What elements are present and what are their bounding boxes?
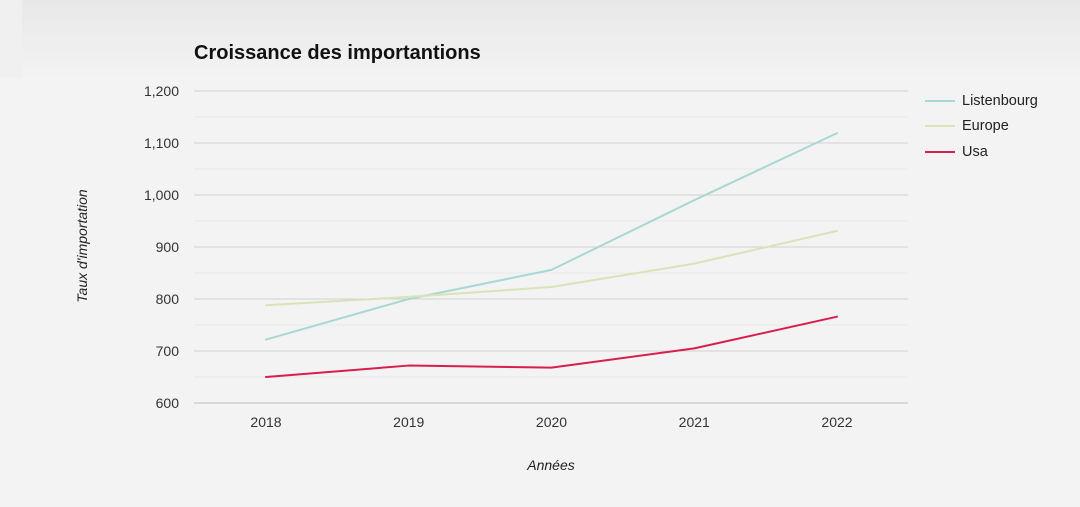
legend-label-2: Usa (962, 143, 988, 160)
legend-swatch-2 (925, 150, 955, 153)
y-tick-label: 1,100 (144, 135, 179, 151)
header-shadow (22, 0, 1080, 78)
x-tick-label: 2019 (393, 414, 424, 430)
legend-item-1[interactable]: Europe (925, 114, 1038, 140)
legend: Listenbourg Europe Usa (925, 88, 1038, 165)
x-tick-label: 2021 (679, 414, 710, 430)
y-tick-label: 900 (156, 239, 180, 255)
x-tick-label: 2020 (536, 414, 567, 430)
y-tick-label: 700 (156, 343, 180, 359)
y-tick-label: 600 (156, 395, 180, 411)
legend-item-0[interactable]: Listenbourg (925, 88, 1038, 114)
chart-title: Croissance des importantions (194, 42, 481, 64)
series-line-europe (265, 229, 838, 307)
legend-label-1: Europe (962, 118, 1009, 135)
y-axis-title: Taux d'importation (74, 189, 90, 303)
legend-swatch-1 (925, 125, 955, 128)
y-tick-label: 800 (156, 291, 180, 307)
legend-label-0: Listenbourg (962, 92, 1038, 109)
y-tick-label: 1,000 (144, 187, 179, 203)
series-line-usa (265, 315, 838, 378)
series-line-listenbourg (265, 132, 838, 341)
y-tick-label: 1,200 (144, 83, 179, 99)
x-axis-title: Années (526, 457, 574, 473)
legend-swatch-0 (925, 99, 955, 102)
legend-item-2[interactable]: Usa (925, 139, 1038, 165)
x-tick-label: 2018 (250, 414, 281, 430)
x-tick-label: 2022 (821, 414, 852, 430)
